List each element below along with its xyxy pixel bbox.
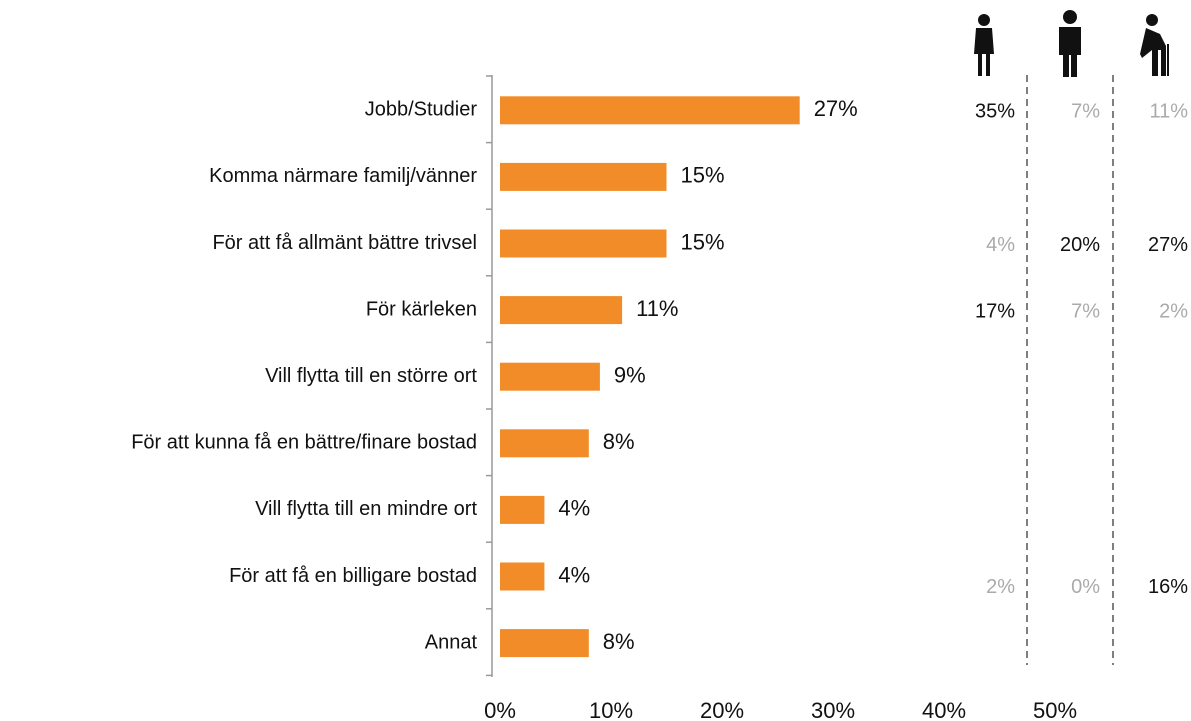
y-tick-label: Vill flytta till en mindre ort [255, 498, 477, 520]
y-tick-label: För att få allmänt bättre trivsel [212, 232, 477, 254]
group-value: 17% [975, 300, 1015, 322]
group-value: 20% [1060, 234, 1100, 256]
x-tick-label: 50% [1033, 698, 1077, 721]
data-label: 8% [603, 629, 635, 654]
icon-old [1140, 14, 1169, 76]
x-tick-label: 20% [700, 698, 744, 721]
data-label: 9% [614, 363, 646, 388]
group-value: 4% [986, 234, 1015, 256]
group-value: 0% [1071, 576, 1100, 598]
bar [500, 162, 667, 191]
x-tick-label: 10% [589, 698, 633, 721]
icon-young [974, 14, 994, 76]
group-value: 2% [986, 576, 1015, 598]
data-label: 4% [558, 562, 590, 587]
group-value: 7% [1071, 300, 1100, 322]
icons [974, 10, 1169, 77]
group-value: 11% [1149, 101, 1188, 123]
bar [500, 296, 623, 325]
y-tick-label: Komma närmare familj/vänner [209, 165, 477, 187]
group-value: 7% [1071, 101, 1100, 123]
y-tick-label: För att kunna få en bättre/finare bostad [131, 432, 477, 454]
y-tick-label: Annat [425, 631, 478, 653]
y-tick-label: Jobb/Studier [365, 99, 478, 121]
data-label: 8% [603, 429, 635, 454]
x-tick-label: 40% [922, 698, 966, 721]
data-label: 4% [558, 496, 590, 521]
x-tick-label: 0% [484, 698, 516, 721]
data-label: 27% [814, 96, 858, 121]
bar [500, 629, 589, 658]
bar [500, 495, 545, 524]
data-label: 15% [681, 229, 725, 254]
data-label: 11% [636, 296, 678, 321]
bar [500, 362, 600, 391]
x-tick-label: 30% [811, 698, 855, 721]
y-tick-label: För att få en billigare bostad [229, 565, 477, 587]
group-value: 35% [975, 101, 1015, 123]
bar [500, 562, 545, 591]
y-tick-label: Vill flytta till en större ort [265, 365, 477, 387]
group-value: 16% [1148, 576, 1188, 598]
bar [500, 429, 589, 458]
icon-adult [1059, 10, 1081, 77]
bar [500, 96, 800, 125]
bar [500, 229, 667, 258]
data-label: 15% [681, 163, 725, 188]
group-value: 27% [1148, 234, 1188, 256]
group-value: 2% [1159, 300, 1188, 322]
y-tick-label: För kärleken [366, 298, 477, 320]
